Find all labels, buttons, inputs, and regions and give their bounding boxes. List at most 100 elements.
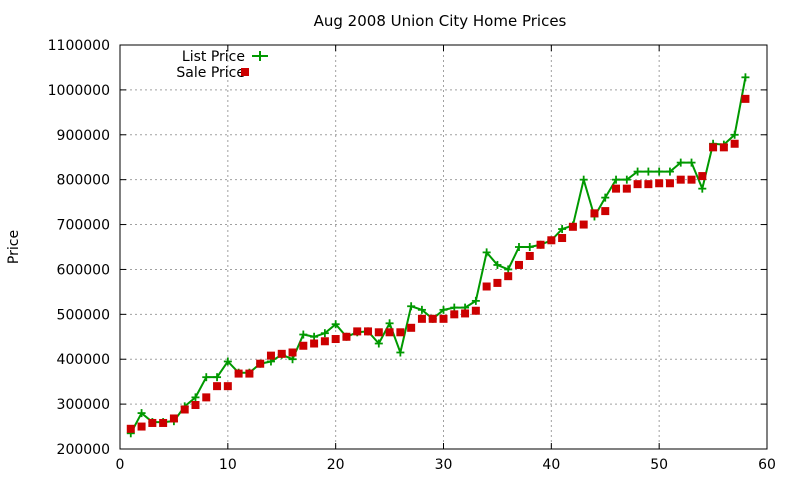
data-point-sale-price bbox=[169, 414, 178, 423]
data-point-sale-price bbox=[558, 234, 567, 243]
data-point-sale-price bbox=[320, 337, 329, 346]
data-point-list-price bbox=[299, 330, 308, 339]
data-point-list-price bbox=[579, 175, 588, 184]
data-point-list-price bbox=[655, 167, 664, 176]
x-tick-label: 40 bbox=[542, 457, 560, 473]
data-point-sale-price bbox=[730, 139, 739, 148]
data-point-list-price bbox=[514, 243, 523, 251]
data-point-sale-price bbox=[719, 143, 728, 152]
data-point-sale-price bbox=[439, 314, 448, 323]
data-point-sale-price bbox=[590, 209, 599, 218]
axis-ticks: 200000 300000 400000 500000 600000 700000 8000… bbox=[48, 38, 776, 473]
data-point-sale-price bbox=[396, 328, 405, 337]
data-point-sale-price bbox=[277, 349, 286, 358]
data-point-sale-price bbox=[223, 382, 232, 391]
data-point-sale-price bbox=[159, 418, 168, 427]
data-point-sale-price bbox=[471, 306, 480, 315]
chart-title: Aug 2008 Union City Home Prices bbox=[314, 12, 567, 30]
data-point-list-price bbox=[417, 305, 426, 314]
data-point-list-price bbox=[223, 357, 232, 366]
data-point-list-price bbox=[407, 302, 416, 311]
data-point-sale-price bbox=[741, 94, 750, 103]
data-point-list-price bbox=[288, 355, 297, 364]
x-tick-label: 10 bbox=[219, 457, 237, 473]
data-point-sale-price bbox=[374, 328, 383, 337]
legend-marker-list-price bbox=[255, 51, 265, 61]
x-tick-label: 60 bbox=[758, 457, 776, 473]
y-tick-label: 600000 bbox=[57, 262, 110, 278]
data-point-sale-price bbox=[644, 180, 653, 189]
data-point-sale-price bbox=[547, 236, 556, 245]
data-point-sale-price bbox=[137, 422, 146, 431]
data-point-list-price bbox=[310, 332, 319, 341]
grid-lines bbox=[120, 45, 767, 449]
data-point-list-price bbox=[320, 329, 329, 338]
data-point-sale-price bbox=[245, 369, 254, 378]
data-point-sale-price bbox=[450, 310, 459, 319]
data-point-sale-price bbox=[407, 323, 416, 332]
x-tick-label: 50 bbox=[650, 457, 668, 473]
data-point-list-price bbox=[482, 248, 491, 257]
data-point-sale-price bbox=[234, 369, 243, 378]
data-point-sale-price bbox=[493, 278, 502, 287]
y-tick-label: 900000 bbox=[57, 128, 110, 144]
data-point-list-price bbox=[633, 167, 642, 176]
data-point-list-price bbox=[504, 265, 513, 274]
y-tick-label: 500000 bbox=[57, 307, 110, 323]
legend-label-list-price: List Price bbox=[182, 49, 245, 65]
y-tick-label: 200000 bbox=[57, 442, 110, 458]
data-point-sale-price bbox=[126, 424, 135, 433]
data-point-sale-price bbox=[612, 184, 621, 193]
data-point-sale-price bbox=[288, 348, 297, 357]
y-tick-label: 400000 bbox=[57, 352, 110, 368]
y-tick-label: 1000000 bbox=[48, 83, 110, 99]
data-point-list-price bbox=[439, 305, 448, 314]
data-point-list-price bbox=[525, 243, 534, 251]
data-point-sale-price bbox=[461, 309, 470, 318]
data-point-sale-price bbox=[514, 260, 523, 269]
data-point-list-price bbox=[213, 373, 222, 382]
data-point-list-price bbox=[374, 339, 383, 348]
data-point-sale-price bbox=[536, 240, 545, 249]
data-point-list-price bbox=[493, 260, 502, 269]
data-point-list-price bbox=[331, 320, 340, 329]
data-point-list-price bbox=[665, 167, 674, 176]
data-point-sale-price bbox=[417, 314, 426, 323]
y-tick-label: 1100000 bbox=[48, 38, 110, 54]
data-point-sale-price bbox=[633, 180, 642, 189]
y-tick-label: 700000 bbox=[57, 218, 110, 234]
data-point-sale-price bbox=[148, 418, 157, 427]
data-point-sale-price bbox=[310, 339, 319, 348]
data-point-list-price bbox=[601, 193, 610, 202]
data-point-list-price bbox=[385, 319, 394, 328]
data-point-list-price bbox=[396, 348, 405, 357]
legend-label-sale-price: Sale Price bbox=[176, 65, 245, 81]
x-tick-label: 0 bbox=[116, 457, 125, 473]
data-point-list-price bbox=[644, 167, 653, 176]
data-point-sale-price bbox=[579, 220, 588, 229]
data-point-list-price bbox=[730, 130, 739, 139]
data-point-sale-price bbox=[202, 393, 211, 402]
legend-marker-sale-price bbox=[241, 68, 249, 76]
data-point-sale-price bbox=[698, 172, 707, 181]
data-point-sale-price bbox=[568, 222, 577, 231]
data-point-sale-price bbox=[180, 405, 189, 414]
data-point-sale-price bbox=[482, 282, 491, 291]
data-point-list-price bbox=[698, 184, 707, 193]
data-point-list-price bbox=[612, 175, 621, 184]
data-point-list-price bbox=[137, 409, 146, 418]
data-point-sale-price bbox=[331, 335, 340, 344]
data-point-list-price bbox=[202, 373, 211, 382]
data-point-list-price bbox=[191, 393, 200, 402]
data-point-sale-price bbox=[687, 175, 696, 184]
data-point-list-price bbox=[676, 158, 685, 167]
chart-legend: List Price Sale Price bbox=[176, 49, 268, 81]
data-point-sale-price bbox=[364, 327, 373, 336]
data-point-sale-price bbox=[601, 207, 610, 216]
data-point-sale-price bbox=[665, 179, 674, 188]
series-line-list-price bbox=[129, 77, 747, 434]
data-point-sale-price bbox=[676, 175, 685, 184]
y-tick-label: 300000 bbox=[57, 397, 110, 413]
data-point-sale-price bbox=[655, 179, 664, 188]
